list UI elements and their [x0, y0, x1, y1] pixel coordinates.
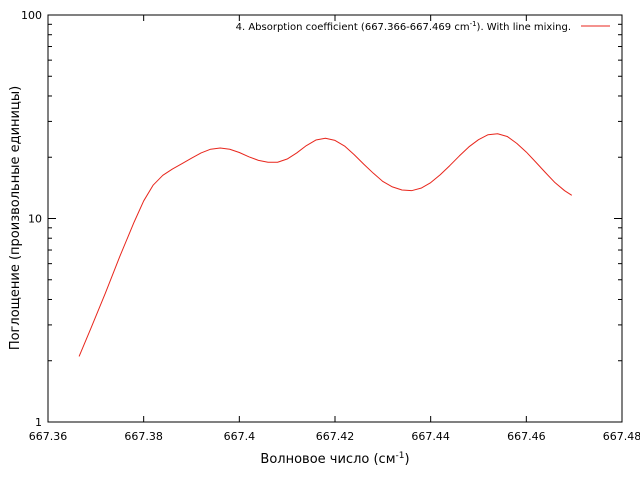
x-axis-label: Волновое число (см-1) [260, 451, 409, 467]
x-tick-label: 667.4 [224, 430, 256, 443]
x-tick-label: 667.44 [411, 430, 450, 443]
series-layer [78, 133, 573, 357]
y-tick-label: 100 [21, 9, 42, 22]
x-axis-ticks: 667.36 667.38 667.4 667.42 667.44 667.46 667.4… [29, 15, 640, 443]
series-line [78, 133, 573, 357]
legend: 4. Absorption coefficient (667.366-667.4… [236, 20, 610, 33]
x-tick-label: 667.46 [507, 430, 546, 443]
y-axis-label: Поглощение (произвольные единицы) [8, 86, 23, 350]
y-tick-label: 1 [35, 416, 42, 429]
x-tick-label: 667.38 [124, 430, 163, 443]
x-tick-label: 667.36 [29, 430, 68, 443]
y-axis-ticks: 1 10 100 [21, 9, 622, 429]
x-tick-label: 667.42 [316, 430, 355, 443]
plot-frame [47, 14, 623, 423]
legend-label: 4. Absorption coefficient (667.366-667.4… [236, 20, 571, 33]
y-tick-label: 10 [28, 213, 42, 226]
x-tick-label: 667.48 [603, 430, 640, 443]
